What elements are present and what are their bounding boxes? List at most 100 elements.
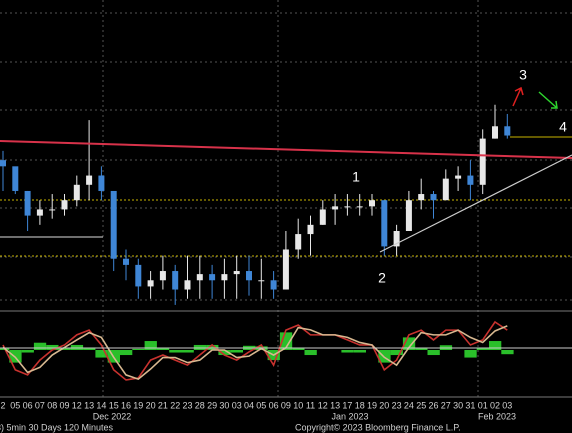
candle-body	[49, 209, 56, 211]
histogram-bar	[501, 350, 514, 355]
histogram-bar	[193, 344, 207, 350]
x-tick-label: 25	[416, 400, 426, 410]
histogram-bar	[83, 347, 96, 350]
histogram-bar	[144, 341, 157, 350]
x-tick-label: 21	[158, 400, 168, 410]
histogram-bar	[427, 350, 440, 356]
candle-body	[135, 264, 142, 287]
histogram-bar	[390, 350, 403, 356]
histogram-bar	[156, 347, 170, 350]
x-tick-label: 07	[35, 400, 45, 410]
x-tick-label: 19	[367, 400, 377, 410]
arrow-up	[512, 86, 524, 107]
candle-body	[123, 258, 129, 265]
histogram-bar	[476, 347, 489, 350]
histogram-bar	[489, 341, 502, 350]
candle-body	[196, 274, 203, 281]
x-tick-label: 28	[195, 400, 205, 410]
footer-text: Copyright© 2023 Bloomberg Finance L.P.	[295, 422, 461, 432]
resistance-trendline	[0, 140, 572, 159]
histogram-bar	[70, 344, 84, 350]
x-tick-label: 20	[379, 400, 389, 410]
candle-body	[246, 271, 252, 281]
candle-body	[12, 166, 19, 191]
x-tick-label: 27	[441, 400, 451, 410]
x-tick-label: 13	[84, 400, 94, 410]
x-tick-label: 29	[207, 400, 217, 410]
candle-body	[393, 231, 400, 247]
x-tick-label: 26	[428, 400, 438, 410]
histogram-bar	[21, 350, 34, 353]
x-tick-label: 19	[133, 400, 143, 410]
histogram-bar	[132, 348, 145, 350]
x-tick-label: 30	[453, 400, 463, 410]
candle-body	[442, 178, 449, 201]
histogram-bar	[218, 350, 231, 356]
candle-body	[369, 200, 375, 207]
candle-body	[492, 126, 498, 139]
histogram-bar	[304, 350, 317, 356]
x-tick-label: 22	[170, 400, 180, 410]
candle-body	[24, 190, 31, 216]
footer-text: 3) 5min 30 Days 120 Minutes	[0, 422, 114, 432]
x-tick-label: 12	[72, 400, 82, 410]
candle-body	[467, 175, 474, 185]
x-tick-label: 05	[10, 400, 20, 410]
x-tick-label: 23	[392, 400, 402, 410]
candle-body	[147, 280, 154, 287]
month-label: Jan 2023	[331, 411, 368, 421]
x-tick-label: 01	[478, 400, 488, 410]
x-tick-label: 06	[23, 400, 33, 410]
candle-body	[430, 194, 437, 201]
x-tick-label: 18	[355, 400, 365, 410]
candle-body	[418, 194, 425, 201]
candle-body	[159, 271, 166, 281]
x-tick-label: 06	[269, 400, 279, 410]
histogram-bar	[9, 350, 22, 363]
x-tick-label: 17	[342, 400, 352, 410]
histogram-bar	[169, 350, 182, 353]
histogram-bar	[33, 342, 47, 350]
candle-body	[258, 280, 265, 282]
histogram-bar	[464, 350, 477, 358]
candle-body	[86, 175, 93, 185]
histogram-bar	[46, 344, 59, 350]
candle-body	[98, 175, 105, 191]
candle-body	[61, 200, 68, 210]
candle-body	[184, 280, 191, 290]
x-tick-label: 08	[47, 400, 57, 410]
x-tick-label: 31	[465, 400, 475, 410]
candle-body	[455, 175, 462, 179]
x-tick-label: 09	[281, 400, 291, 410]
candle-body	[110, 190, 117, 259]
candle-body	[319, 209, 326, 225]
x-tick-label: 23	[182, 400, 192, 410]
x-tick-label: 20	[146, 400, 156, 410]
x-tick-label: 03	[502, 400, 512, 410]
candle-body	[479, 138, 486, 185]
histogram-bar	[120, 350, 133, 356]
x-tick-label: 10	[293, 400, 303, 410]
x-tick-label: 09	[59, 400, 69, 410]
candle-body	[344, 206, 351, 208]
candle-body	[172, 271, 179, 290]
candle-body	[504, 126, 511, 136]
candle-body	[405, 200, 412, 231]
annotation: 1	[352, 169, 360, 185]
histogram-bar	[415, 347, 428, 350]
candle-body	[332, 206, 339, 210]
candle-body	[356, 206, 363, 208]
candle-body	[73, 184, 80, 201]
oscillator-line	[2, 325, 508, 381]
x-tick-label: 24	[404, 400, 414, 410]
histogram-bar	[181, 350, 194, 353]
x-tick-label: 02	[490, 400, 500, 410]
histogram-bar	[292, 347, 305, 350]
annotation: 2	[378, 270, 386, 286]
x-tick-label: 12	[318, 400, 328, 410]
annotation: 3	[519, 67, 527, 83]
month-label: Dec 2022	[93, 411, 132, 421]
month-label: Feb 2023	[478, 411, 516, 421]
x-tick-label: 03	[232, 400, 242, 410]
candle-body	[0, 160, 6, 167]
